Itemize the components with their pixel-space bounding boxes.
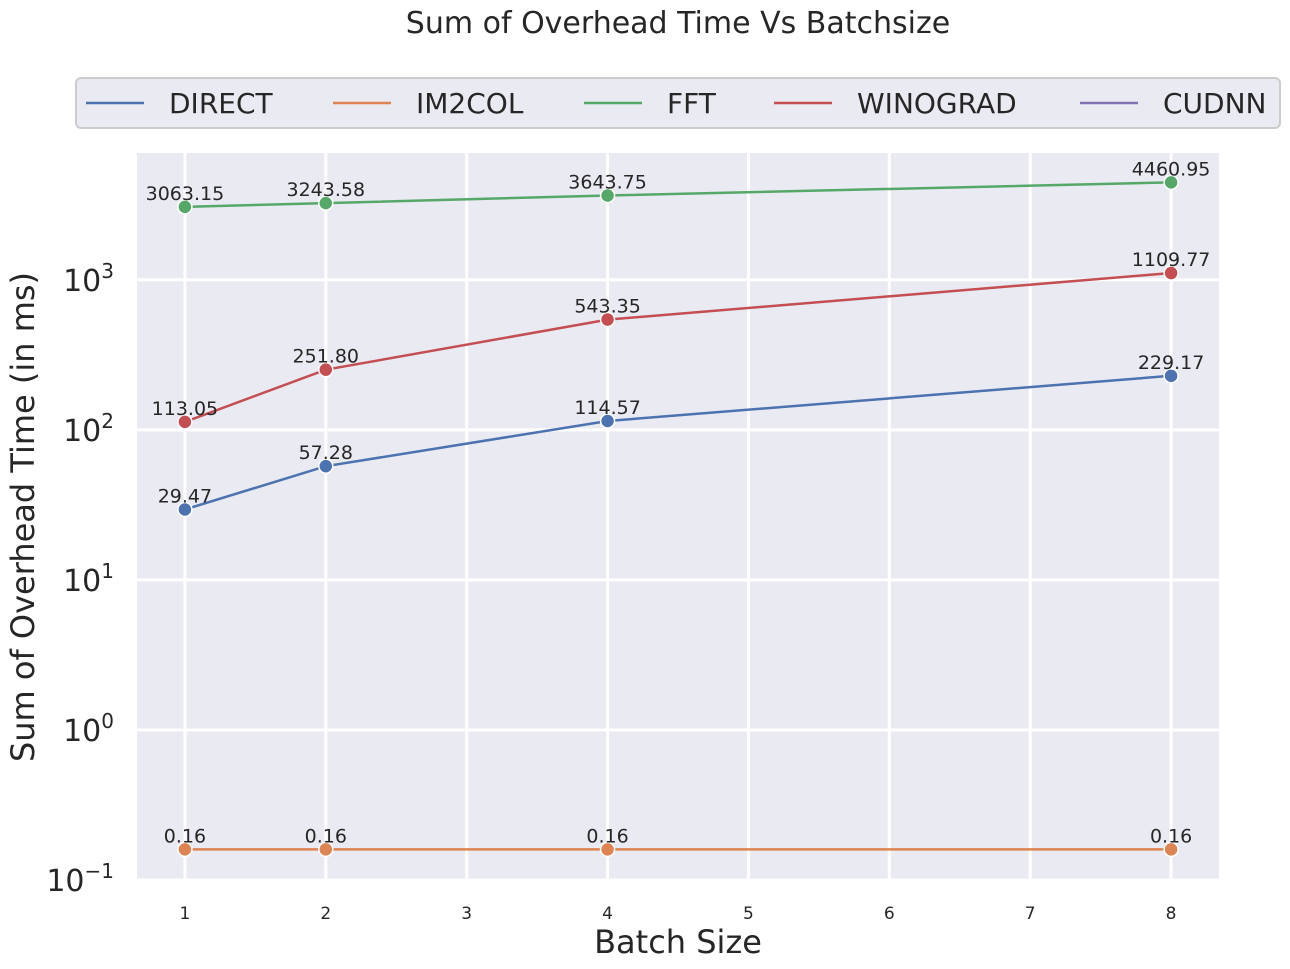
series-layer — [177, 174, 1179, 858]
legend-label-winograd: WINOGRAD — [857, 87, 1017, 120]
data-point-direct — [1163, 368, 1179, 384]
data-point-im2col — [599, 841, 616, 858]
data-point-im2col — [1163, 841, 1179, 858]
data-point-winograd — [1163, 265, 1179, 281]
data-label-fft: 3063.15 — [146, 183, 225, 205]
chart-title: Sum of Overhead Time Vs Batchsize — [406, 6, 950, 41]
y-tick-label: 103 — [63, 259, 114, 299]
data-label-winograd: 1109.77 — [1132, 249, 1211, 271]
x-tick-label: 3 — [461, 904, 472, 924]
data-point-direct — [599, 413, 616, 429]
y-tick-label: 101 — [63, 559, 114, 599]
x-tick-label: 4 — [602, 904, 613, 924]
data-point-fft — [177, 199, 193, 215]
y-tick-label: 102 — [63, 409, 114, 449]
data-point-fft — [318, 195, 334, 211]
legend-label-fft: FFT — [667, 87, 717, 120]
y-tick-label: 100 — [63, 709, 114, 749]
data-point-im2col — [318, 841, 334, 858]
data-point-winograd — [177, 414, 193, 430]
legend: DIRECT IM2COL FFT WINOGRAD CUDNN — [75, 77, 1281, 129]
x-tick-label: 7 — [1025, 904, 1036, 924]
data-label-im2col: 0.16 — [1150, 825, 1192, 847]
x-tick-label: 6 — [884, 904, 895, 924]
legend-label-cudnn: CUDNN — [1163, 87, 1267, 120]
grid — [137, 153, 1219, 882]
data-label-im2col: 0.16 — [305, 825, 347, 847]
x-tick-label: 8 — [1166, 904, 1177, 924]
data-label-fft: 4460.95 — [1132, 158, 1211, 180]
series-line-direct — [184, 374, 1172, 511]
data-point-direct — [177, 501, 193, 518]
data-label-winograd: 251.80 — [293, 346, 359, 368]
data-label-im2col: 0.16 — [586, 825, 628, 847]
data-labels: 29.47 57.28 114.57 229.17 0.16 0.16 0.16 0.16 30… — [146, 158, 1211, 847]
series-line-fft — [184, 181, 1172, 209]
data-point-fft — [1163, 174, 1179, 191]
legend-box — [75, 77, 1281, 129]
data-label-im2col: 0.16 — [164, 825, 206, 847]
x-tick-label: 5 — [743, 904, 754, 924]
data-point-direct — [318, 458, 334, 474]
x-tick-label: 2 — [320, 904, 331, 924]
y-tick-label: 10−1 — [46, 859, 114, 899]
data-label-winograd: 543.35 — [574, 296, 640, 318]
data-label-direct: 57.28 — [299, 442, 353, 464]
data-label-direct: 229.17 — [1138, 352, 1204, 374]
x-tick-label: 1 — [179, 904, 190, 924]
data-point-fft — [599, 187, 616, 204]
legend-label-im2col: IM2COL — [416, 87, 524, 120]
y-axis-label: Sum of Overhead Time (in ms) — [4, 272, 42, 762]
x-axis-label: Batch Size — [594, 923, 762, 961]
data-label-winograd: 113.05 — [152, 398, 218, 420]
series-line-winograd — [184, 271, 1172, 424]
data-label-direct: 29.47 — [158, 485, 212, 507]
x-axis-ticks: 1 2 3 4 5 6 7 8 — [179, 904, 1176, 924]
data-point-winograd — [318, 361, 334, 378]
y-axis-ticks: 10−1 100 101 102 103 — [46, 259, 114, 899]
data-point-winograd — [599, 311, 616, 328]
data-point-im2col — [177, 841, 193, 858]
data-label-fft: 3643.75 — [568, 172, 647, 194]
plot-area — [137, 153, 1219, 880]
data-label-fft: 3243.58 — [286, 179, 365, 201]
legend-label-direct: DIRECT — [169, 87, 274, 120]
data-label-direct: 114.57 — [574, 397, 640, 419]
